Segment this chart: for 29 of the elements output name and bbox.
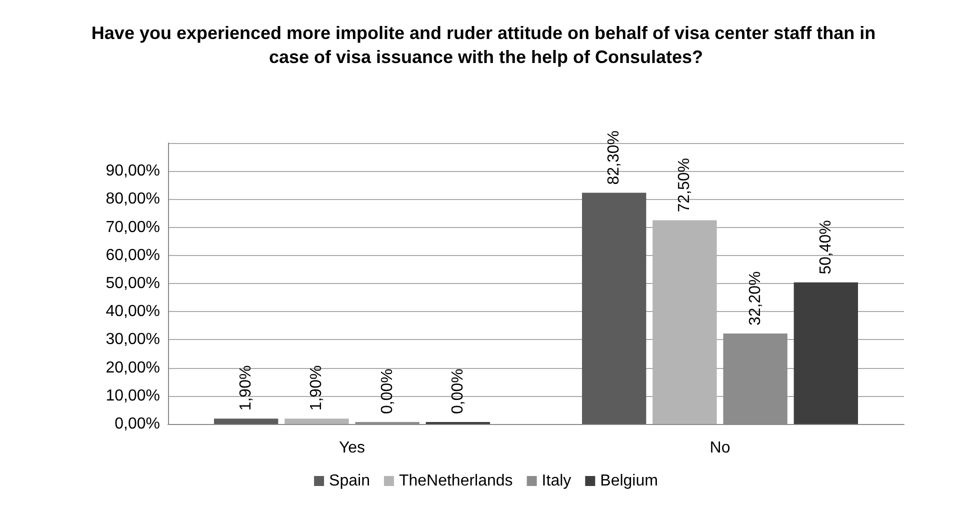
legend-label: Belgium bbox=[600, 472, 658, 490]
y-tick-label: 50,00% bbox=[106, 275, 160, 292]
y-tick-label: 30,00% bbox=[106, 331, 160, 348]
data-label: 72,50% bbox=[676, 158, 694, 212]
y-tick-label: 70,00% bbox=[106, 218, 160, 236]
bar bbox=[214, 418, 278, 424]
y-tick-label: 0,00% bbox=[114, 416, 160, 432]
data-label: 32,20% bbox=[746, 271, 764, 326]
bar bbox=[284, 418, 349, 424]
legend-label: TheNetherlands bbox=[398, 472, 513, 490]
y-tick-label: 10,00% bbox=[106, 387, 160, 404]
chart-title: Have you experienced more impolite and ruder attitude on behalf of visa center staff than in case of visa issuance with the help of Consulates? bbox=[91, 23, 881, 67]
data-label: 0,00% bbox=[378, 368, 396, 414]
data-label: 50,40% bbox=[817, 220, 834, 274]
bar bbox=[794, 282, 858, 424]
y-tick-label: 20,00% bbox=[106, 359, 160, 376]
y-tick-label: 40,00% bbox=[106, 303, 160, 320]
data-label: 0,00% bbox=[449, 368, 466, 414]
legend-label: Spain bbox=[329, 472, 370, 490]
legend-label: Italy bbox=[542, 472, 572, 490]
y-tick-label: 60,00% bbox=[106, 246, 160, 264]
data-label: 1,90% bbox=[308, 365, 326, 411]
y-tick-label: 90,00% bbox=[106, 162, 160, 180]
x-tick-label: Yes bbox=[338, 440, 366, 456]
bar bbox=[582, 192, 646, 424]
data-label: 1,90% bbox=[238, 365, 255, 411]
y-tick-label: 80,00% bbox=[106, 190, 160, 208]
x-tick-label: No bbox=[710, 440, 730, 456]
data-label: 82,30% bbox=[606, 130, 623, 185]
